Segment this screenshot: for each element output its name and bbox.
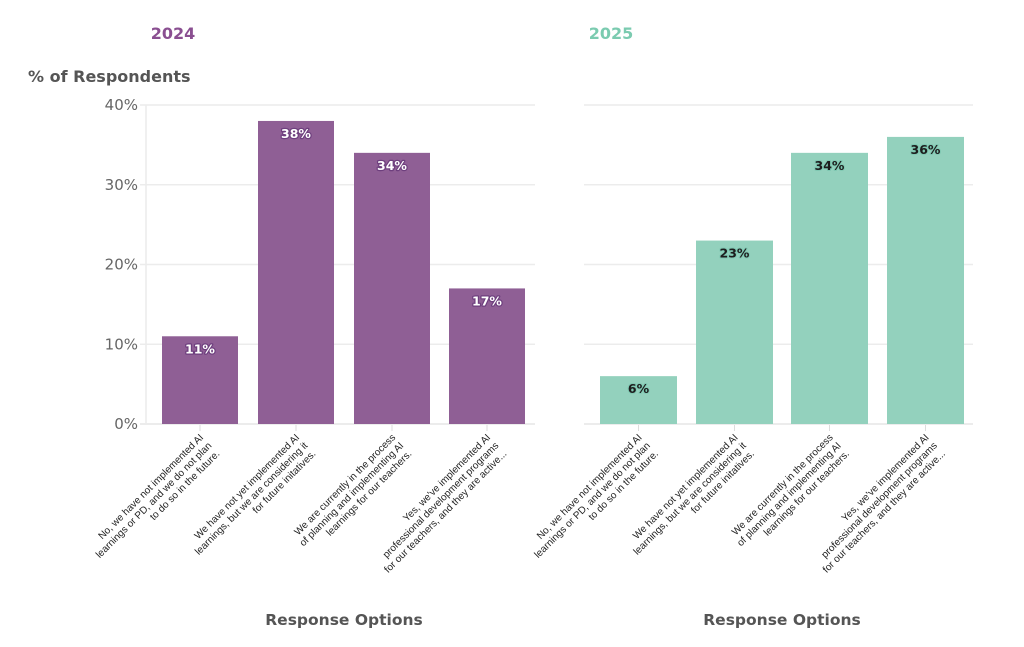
y-tick-label: 10%: [105, 335, 138, 353]
data-label: 6%: [628, 381, 650, 396]
bar: [791, 152, 868, 424]
bar: [449, 288, 525, 424]
data-label: 17%: [472, 293, 502, 308]
data-label: 34%: [377, 158, 407, 173]
bar: [162, 336, 238, 424]
panel-title: 2024: [151, 24, 196, 43]
bar: [600, 376, 677, 424]
data-label: 11%: [185, 341, 215, 356]
data-label: 34%: [815, 158, 845, 173]
data-label: 36%: [911, 142, 941, 157]
bar: [354, 152, 430, 424]
category-label-line: learnings or PD, and we do not plan: [94, 440, 214, 560]
y-tick-label: 0%: [114, 415, 138, 433]
x-axis-title: Response Options: [265, 611, 423, 629]
category-label-line: learnings or PD, and we do not plan: [533, 440, 653, 560]
data-label: 23%: [720, 246, 750, 261]
y-tick-label: 40%: [105, 96, 138, 114]
bar: [258, 120, 334, 424]
panel-title: 2025: [589, 24, 634, 43]
bar: [696, 240, 773, 424]
y-tick-label: 30%: [105, 176, 138, 194]
panel-2024: 2024% of Respondents0%10%20%30%40%11%No,…: [28, 24, 535, 629]
x-axis-title: Response Options: [703, 611, 861, 629]
data-label: 38%: [281, 126, 311, 141]
y-tick-label: 20%: [105, 256, 138, 274]
y-axis-title: % of Respondents: [28, 67, 191, 86]
bar: [887, 136, 964, 424]
